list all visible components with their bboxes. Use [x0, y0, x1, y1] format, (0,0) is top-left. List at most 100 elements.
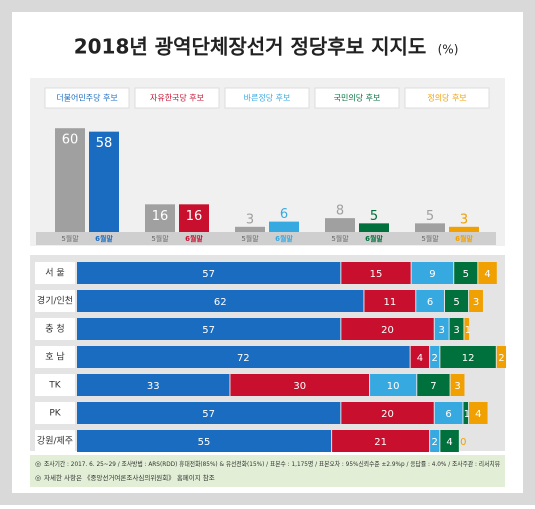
bar-segment [434, 402, 463, 424]
series-label: 5월말 [331, 234, 349, 243]
bar [55, 128, 85, 232]
row-label: 충 청 [45, 324, 64, 335]
value-label: 16 [186, 209, 203, 224]
row-label-box [35, 262, 75, 284]
bar-segment [77, 262, 341, 284]
value-label: 6 [280, 207, 288, 222]
series-label: 6월말 [95, 234, 113, 243]
bar [179, 204, 209, 232]
legend-box [404, 87, 490, 109]
value-label: 20 [381, 409, 394, 420]
value-label: 20 [381, 325, 394, 336]
value-label: 16 [152, 209, 169, 224]
bar-segment [332, 430, 430, 452]
value-label: 2 [432, 353, 438, 364]
bar [449, 226, 479, 232]
bar-segment [496, 346, 507, 368]
value-label: 15 [370, 269, 383, 280]
value-label: 58 [96, 136, 113, 151]
value-label: 57 [202, 325, 215, 336]
bar-segment [463, 402, 469, 424]
bar [235, 226, 265, 232]
bullet: ◎ [35, 474, 41, 482]
series-label: 6월말 [455, 234, 473, 243]
row-label: PK [49, 409, 61, 419]
bar-segment [440, 430, 459, 452]
bar-segment [77, 430, 332, 452]
value-label: 3 [438, 325, 444, 336]
row-label: 강원/제주 [37, 436, 73, 447]
row-label-box [35, 402, 75, 424]
value-label: 5 [370, 209, 378, 224]
value-label: 6 [427, 297, 433, 308]
bar-segment [434, 318, 449, 340]
series-label: 6월말 [185, 234, 203, 243]
value-label: 12 [462, 353, 475, 364]
value-label: 11 [383, 297, 396, 308]
legend-label: 국민의당 후보 [334, 93, 381, 103]
value-label: 57 [202, 269, 215, 280]
bar-segment [469, 290, 483, 312]
bar-segment [454, 262, 478, 284]
bar-segment [469, 402, 488, 424]
value-label: 5 [463, 269, 469, 280]
value-label: 10 [387, 381, 400, 392]
bar-segment [364, 290, 416, 312]
bullet: ◎ [35, 460, 41, 468]
value-label: 3 [454, 381, 460, 392]
bar [359, 223, 389, 232]
value-label: 7 [430, 381, 436, 392]
note: 조사기간 : 2017. 6. 25~29 / 조사방법 : ARS(RDD) … [44, 459, 500, 468]
note: 자세한 사항은 《중앙선거여론조사심의위원회》 홈페이지 참조 [44, 473, 215, 482]
value-label: 3 [246, 212, 254, 227]
legend-label: 바른정당 후보 [244, 93, 291, 103]
bar [269, 221, 299, 232]
bar-segment [449, 318, 464, 340]
bar [89, 131, 119, 232]
bar-segment [77, 402, 341, 424]
bar-segment [430, 346, 440, 368]
bar [325, 218, 355, 232]
bar-segment [416, 290, 444, 312]
value-label: 21 [374, 437, 387, 448]
value-label: 8 [336, 204, 344, 219]
value-label: 5 [453, 297, 459, 308]
series-label: 5월말 [241, 234, 259, 243]
bar-segment [77, 318, 341, 340]
value-label: 1 [465, 325, 471, 336]
row-label-box [35, 430, 75, 452]
value-label: 2 [432, 437, 438, 448]
row-label-box [35, 374, 75, 396]
row-label: 호 남 [45, 352, 64, 363]
value-label: 4 [484, 269, 490, 280]
bar-segment [444, 290, 469, 312]
value-label: 55 [198, 437, 211, 448]
bar-segment [440, 346, 496, 368]
value-label: 9 [429, 269, 435, 280]
value-label: 3 [460, 212, 468, 227]
row-label-box [35, 290, 75, 312]
bar-segment [464, 318, 470, 340]
chart-title: 2018년 광역단체장선거 정당후보 지지도 [74, 35, 427, 59]
value-label: 1 [464, 409, 470, 420]
series-label: 5월말 [61, 234, 79, 243]
value-label: 4 [475, 409, 481, 420]
label-strip [36, 232, 496, 245]
bar-segment [77, 290, 364, 312]
legend-label: 자유한국당 후보 [150, 93, 204, 103]
value-label: 5 [426, 209, 434, 224]
row-label-box [35, 346, 75, 368]
legend-label: 더불어민주당 후보 [56, 93, 117, 103]
value-label: 4 [417, 353, 423, 364]
bar-segment [410, 346, 430, 368]
value-label: 62 [214, 297, 227, 308]
unit: (%) [438, 43, 459, 57]
bar-segment [370, 374, 417, 396]
row-label: 서 울 [45, 268, 64, 279]
value-label: 2 [498, 353, 504, 364]
value-label: 72 [237, 353, 250, 364]
bar [415, 223, 445, 232]
value-label: 33 [147, 381, 160, 392]
